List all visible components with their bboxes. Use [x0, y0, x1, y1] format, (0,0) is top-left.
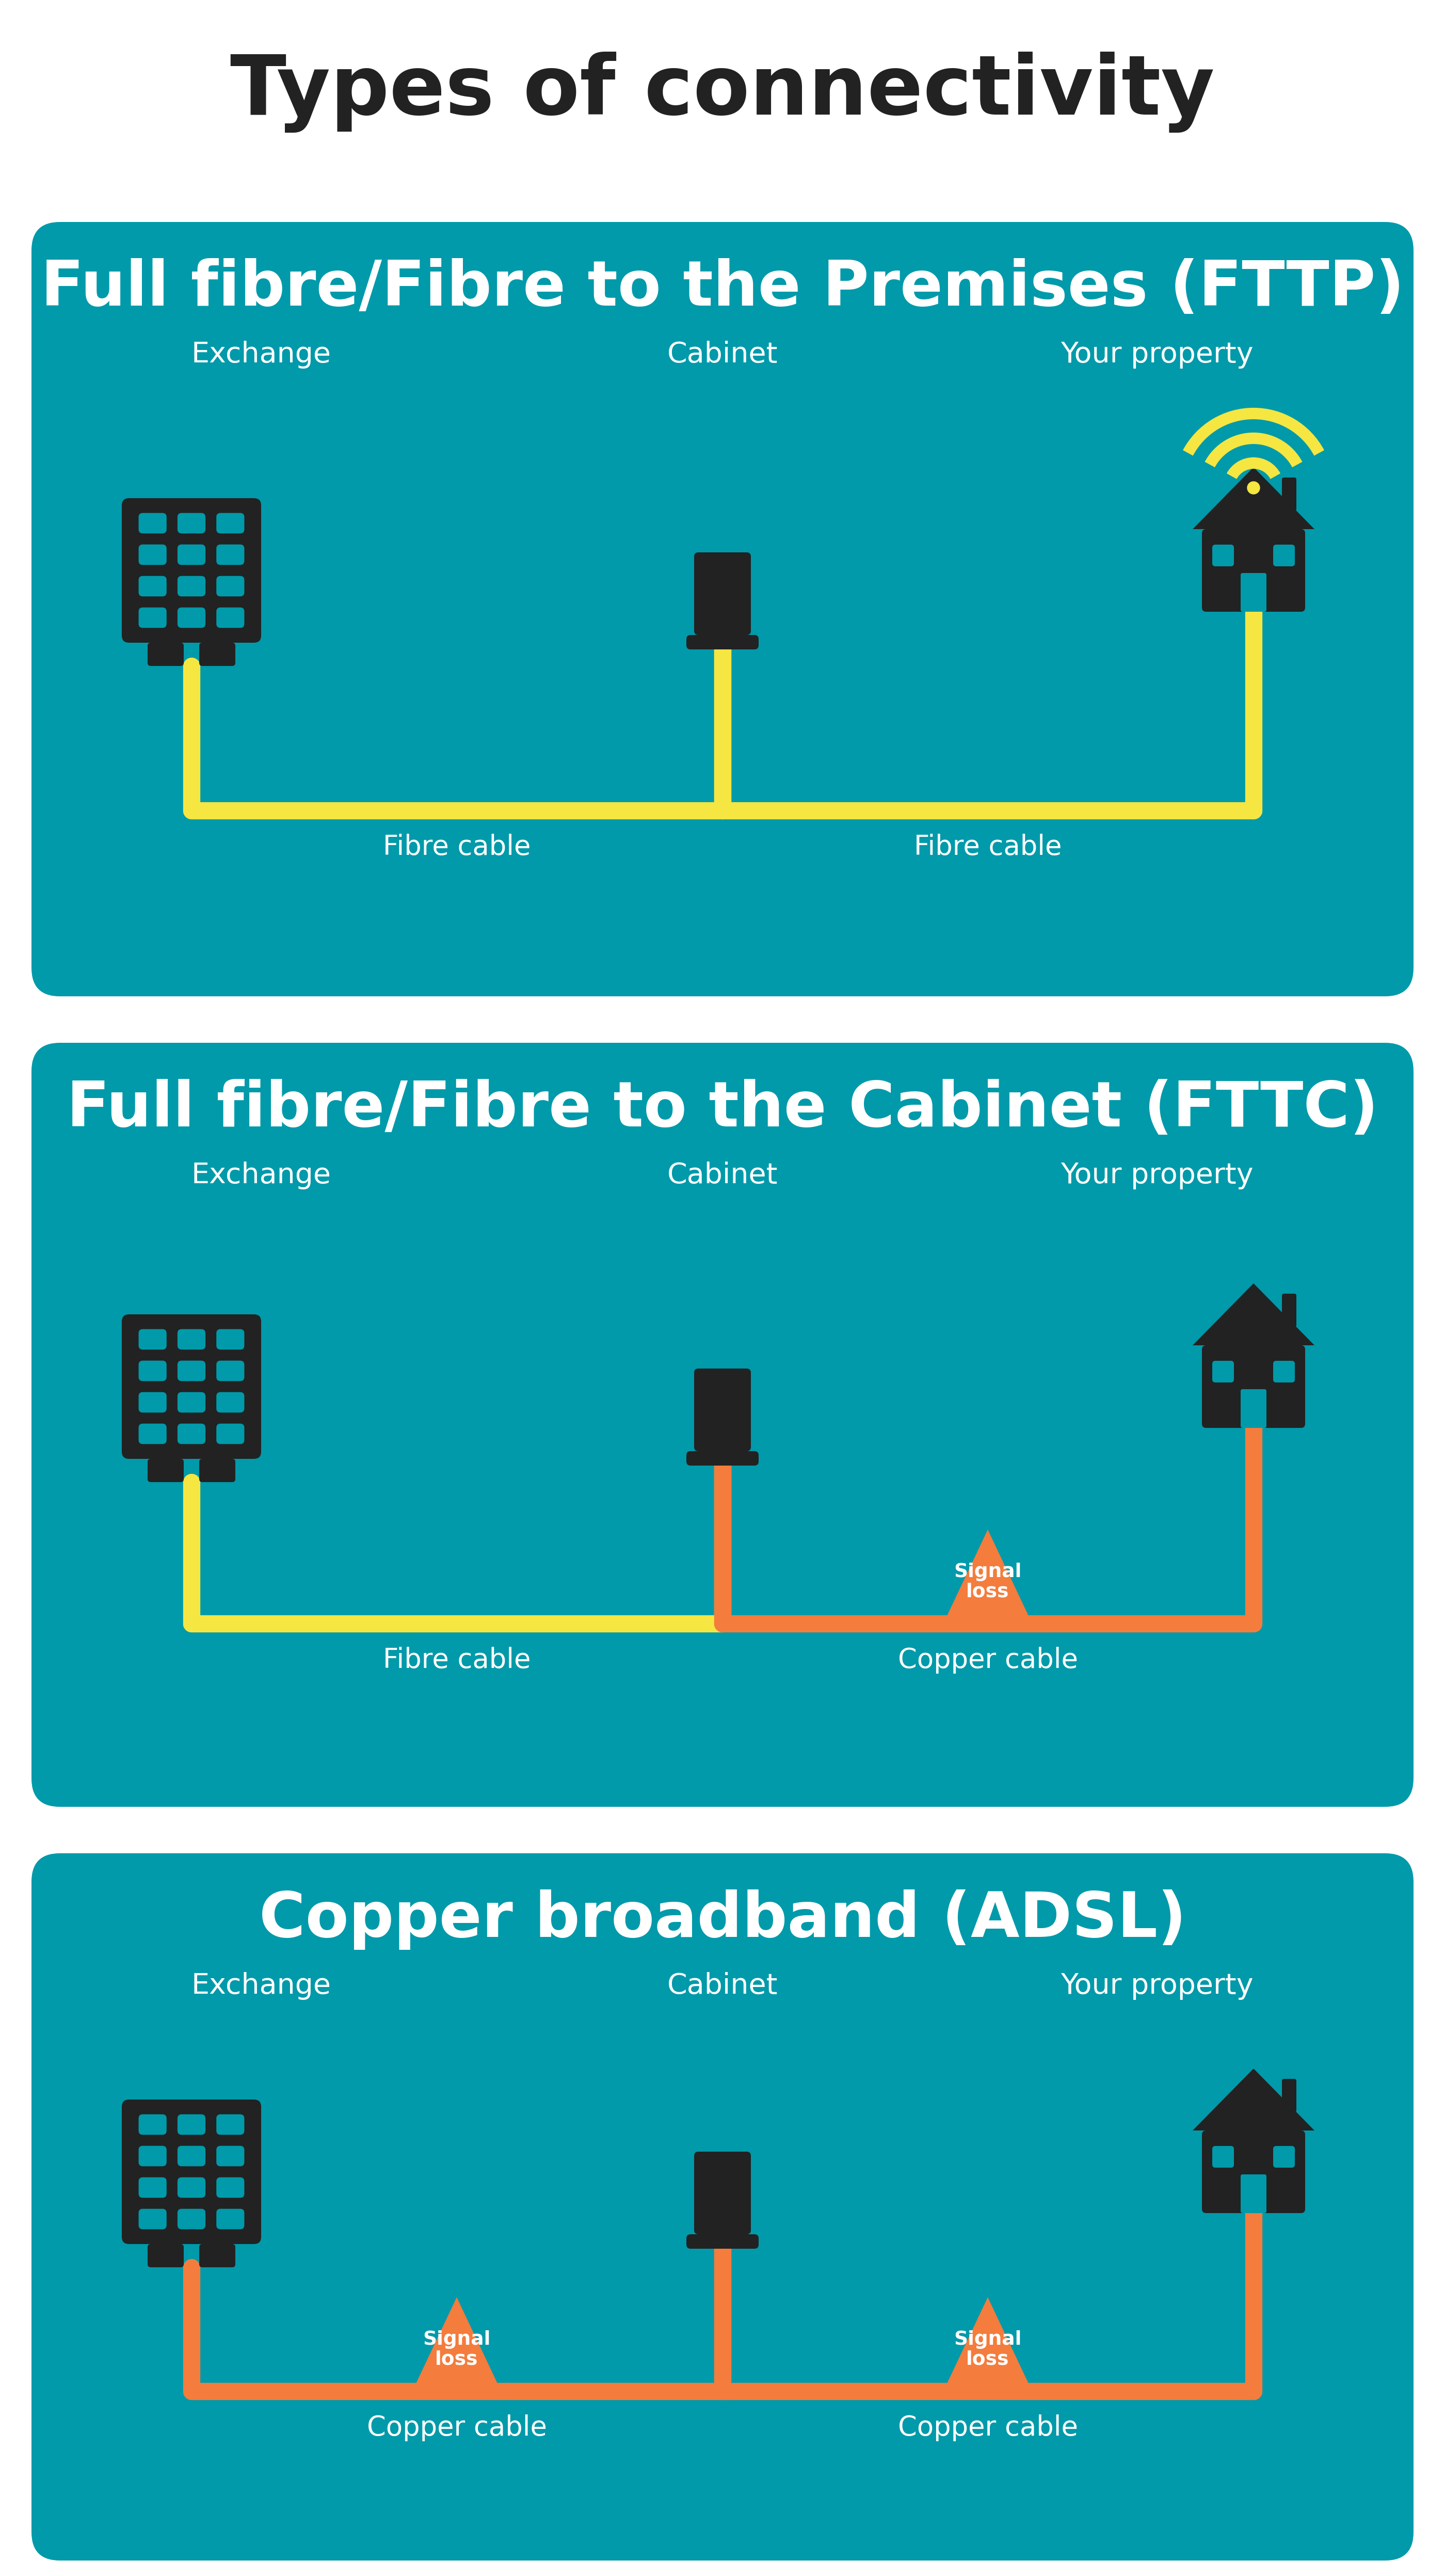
- FancyBboxPatch shape: [1273, 1360, 1295, 1383]
- Text: Fibre cable: Fibre cable: [913, 835, 1062, 860]
- FancyBboxPatch shape: [178, 2115, 205, 2136]
- FancyBboxPatch shape: [686, 1450, 759, 1466]
- FancyBboxPatch shape: [147, 2244, 184, 2267]
- FancyBboxPatch shape: [178, 608, 205, 629]
- FancyBboxPatch shape: [178, 513, 205, 533]
- Text: Fibre cable: Fibre cable: [383, 835, 530, 860]
- FancyBboxPatch shape: [1241, 2174, 1266, 2213]
- Text: Cabinet: Cabinet: [668, 1973, 777, 1999]
- Text: Copper broadband (ADSL): Copper broadband (ADSL): [259, 1888, 1186, 1950]
- FancyBboxPatch shape: [1241, 1388, 1266, 1427]
- FancyBboxPatch shape: [139, 544, 166, 564]
- FancyBboxPatch shape: [147, 1458, 184, 1481]
- FancyBboxPatch shape: [32, 222, 1413, 997]
- FancyBboxPatch shape: [139, 513, 166, 533]
- FancyBboxPatch shape: [217, 1425, 244, 1445]
- FancyBboxPatch shape: [217, 513, 244, 533]
- FancyBboxPatch shape: [121, 1314, 262, 1458]
- FancyBboxPatch shape: [217, 1329, 244, 1350]
- FancyBboxPatch shape: [178, 1329, 205, 1350]
- Text: Signal
loss: Signal loss: [954, 1564, 1022, 1602]
- FancyBboxPatch shape: [1202, 2130, 1305, 2213]
- FancyBboxPatch shape: [139, 2115, 166, 2136]
- FancyBboxPatch shape: [217, 2115, 244, 2136]
- FancyBboxPatch shape: [1273, 544, 1295, 567]
- Text: Exchange: Exchange: [191, 1162, 331, 1190]
- Text: Your property: Your property: [1061, 1973, 1254, 1999]
- Polygon shape: [412, 2298, 501, 2393]
- FancyBboxPatch shape: [121, 497, 262, 641]
- FancyBboxPatch shape: [217, 1360, 244, 1381]
- FancyBboxPatch shape: [1282, 477, 1296, 510]
- FancyBboxPatch shape: [178, 577, 205, 598]
- Text: Copper cable: Copper cable: [897, 1646, 1078, 1674]
- FancyBboxPatch shape: [139, 2208, 166, 2228]
- FancyBboxPatch shape: [32, 1852, 1413, 2561]
- Text: Fibre cable: Fibre cable: [383, 1646, 530, 1674]
- FancyBboxPatch shape: [217, 544, 244, 564]
- FancyBboxPatch shape: [1202, 1345, 1305, 1427]
- Polygon shape: [942, 2298, 1033, 2393]
- Text: Exchange: Exchange: [191, 340, 331, 368]
- Circle shape: [1247, 482, 1260, 495]
- Text: Signal
loss: Signal loss: [954, 2331, 1022, 2370]
- FancyBboxPatch shape: [1282, 2079, 1296, 2112]
- FancyBboxPatch shape: [178, 2146, 205, 2166]
- Polygon shape: [1192, 2069, 1315, 2130]
- FancyBboxPatch shape: [147, 641, 184, 667]
- FancyBboxPatch shape: [178, 2208, 205, 2228]
- FancyBboxPatch shape: [32, 1043, 1413, 1806]
- FancyBboxPatch shape: [178, 1425, 205, 1445]
- FancyBboxPatch shape: [1202, 528, 1305, 611]
- FancyBboxPatch shape: [217, 608, 244, 629]
- FancyBboxPatch shape: [217, 2146, 244, 2166]
- FancyBboxPatch shape: [121, 2099, 262, 2244]
- Text: Exchange: Exchange: [191, 1973, 331, 1999]
- FancyBboxPatch shape: [1241, 572, 1266, 611]
- FancyBboxPatch shape: [199, 641, 236, 667]
- FancyBboxPatch shape: [139, 2177, 166, 2197]
- Text: Cabinet: Cabinet: [668, 1162, 777, 1190]
- FancyBboxPatch shape: [139, 1360, 166, 1381]
- FancyBboxPatch shape: [217, 577, 244, 598]
- Text: Full fibre/Fibre to the Premises (FTTP): Full fibre/Fibre to the Premises (FTTP): [40, 258, 1405, 319]
- FancyBboxPatch shape: [178, 1391, 205, 1412]
- Text: Signal
loss: Signal loss: [423, 2331, 491, 2370]
- Text: Copper cable: Copper cable: [367, 2414, 546, 2442]
- FancyBboxPatch shape: [1282, 1293, 1296, 1327]
- FancyBboxPatch shape: [694, 551, 751, 634]
- Text: Cabinet: Cabinet: [668, 340, 777, 368]
- Text: Copper cable: Copper cable: [897, 2414, 1078, 2442]
- FancyBboxPatch shape: [217, 2208, 244, 2228]
- FancyBboxPatch shape: [1212, 1360, 1234, 1383]
- FancyBboxPatch shape: [199, 1458, 236, 1481]
- FancyBboxPatch shape: [139, 1425, 166, 1445]
- FancyBboxPatch shape: [178, 1360, 205, 1381]
- FancyBboxPatch shape: [686, 2233, 759, 2249]
- FancyBboxPatch shape: [139, 608, 166, 629]
- FancyBboxPatch shape: [217, 2177, 244, 2197]
- FancyBboxPatch shape: [139, 2146, 166, 2166]
- Polygon shape: [1192, 1283, 1315, 1345]
- FancyBboxPatch shape: [686, 634, 759, 649]
- FancyBboxPatch shape: [694, 1368, 751, 1450]
- Text: Full fibre/Fibre to the Cabinet (FTTC): Full fibre/Fibre to the Cabinet (FTTC): [66, 1079, 1379, 1139]
- FancyBboxPatch shape: [1273, 2146, 1295, 2166]
- FancyBboxPatch shape: [217, 1391, 244, 1412]
- Text: Your property: Your property: [1061, 340, 1254, 368]
- FancyBboxPatch shape: [139, 1329, 166, 1350]
- FancyBboxPatch shape: [1212, 544, 1234, 567]
- FancyBboxPatch shape: [178, 544, 205, 564]
- FancyBboxPatch shape: [1212, 2146, 1234, 2166]
- FancyBboxPatch shape: [139, 1391, 166, 1412]
- Text: Types of connectivity: Types of connectivity: [230, 52, 1215, 131]
- Text: Your property: Your property: [1061, 1162, 1254, 1190]
- FancyBboxPatch shape: [199, 2244, 236, 2267]
- Polygon shape: [1192, 466, 1315, 528]
- FancyBboxPatch shape: [139, 577, 166, 598]
- Polygon shape: [942, 1530, 1033, 1625]
- FancyBboxPatch shape: [694, 2151, 751, 2233]
- FancyBboxPatch shape: [178, 2177, 205, 2197]
